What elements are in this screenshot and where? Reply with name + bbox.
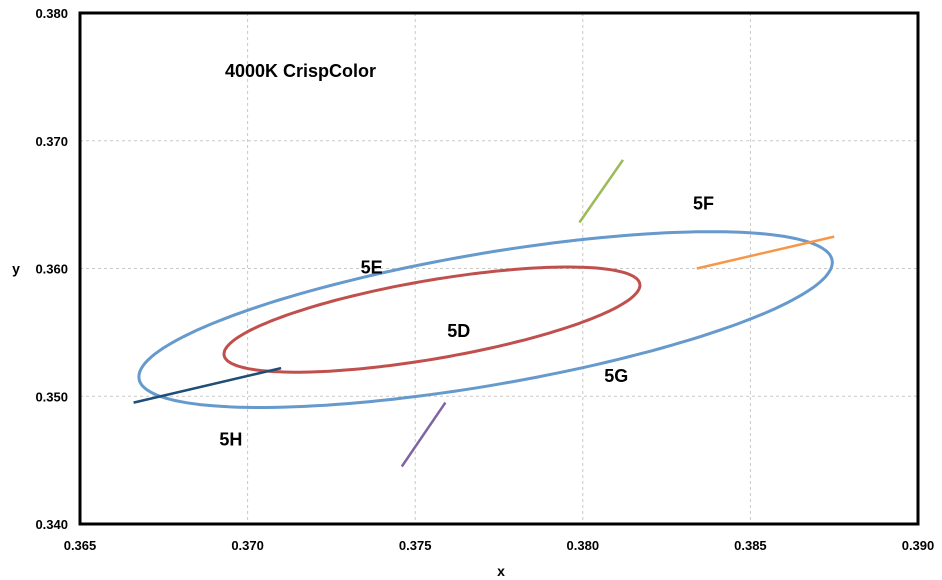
region-label-5g: 5G (604, 366, 628, 386)
y-axis-label: y (12, 261, 20, 277)
x-tick-label: 0.385 (734, 538, 767, 553)
y-tick-label: 0.360 (35, 262, 68, 277)
x-tick-label: 0.380 (567, 538, 600, 553)
region-label-5h: 5H (219, 430, 242, 450)
ellipse-series-1 (222, 265, 642, 374)
series-layer (133, 159, 835, 468)
plot-frame (78, 11, 920, 526)
region-label-5f: 5F (693, 193, 714, 213)
chart-title: 4000K CrispColor (225, 61, 376, 81)
y-tick-label: 0.380 (35, 6, 68, 21)
y-tick-label: 0.340 (35, 517, 68, 532)
x-tick-label: 0.370 (231, 538, 264, 553)
y-tick-label: 0.370 (35, 134, 68, 149)
y-tick-label: 0.350 (35, 389, 68, 404)
grid-layer (80, 13, 918, 524)
x-tick-label: 0.390 (902, 538, 935, 553)
segment-series-2 (578, 159, 625, 224)
region-label-5e: 5E (361, 257, 383, 277)
region-label-5d: 5D (447, 321, 470, 341)
ellipse-series-0 (137, 230, 834, 409)
x-tick-label: 0.375 (399, 538, 432, 553)
region-label-layer: 5D 5E 5F 5G 5H (219, 193, 714, 449)
tick-layer: 0.365 0.370 0.375 0.380 0.385 0.390 0.340 0.350… (35, 6, 934, 553)
segment-series-3 (696, 235, 835, 270)
x-tick-label: 0.365 (64, 538, 97, 553)
segment-series-4 (133, 366, 282, 404)
segment-series-5 (400, 401, 447, 468)
x-axis-label: x (497, 563, 505, 579)
